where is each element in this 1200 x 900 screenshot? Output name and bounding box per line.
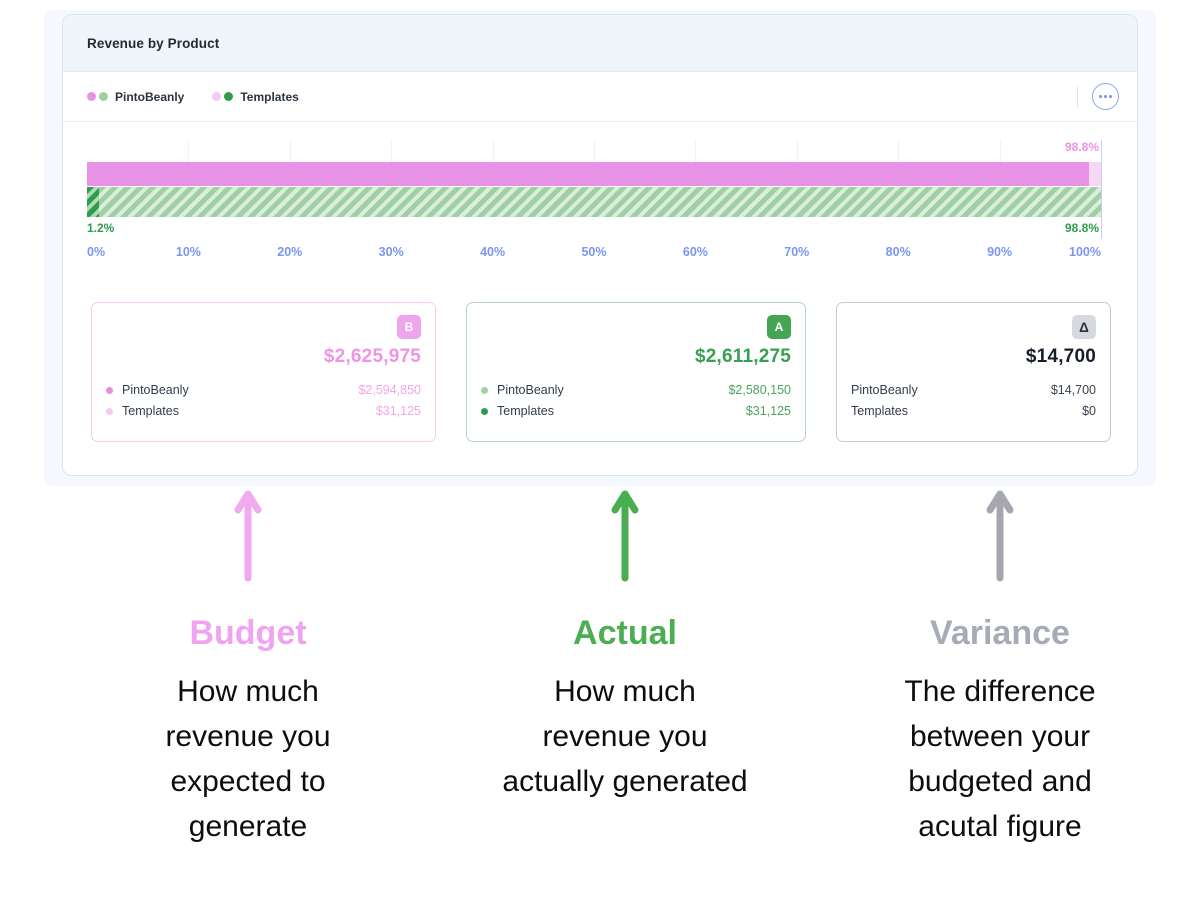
variance-annotation-description: The difference between your budgeted and…: [904, 675, 1096, 843]
revenue-by-product-widget: Revenue by Product PintoBeanly Templates: [62, 14, 1138, 476]
axis-tick: 70%: [784, 245, 810, 259]
actual-bar-pintobeanly-segment[interactable]: [99, 187, 1101, 217]
card-row: PintoBeanly $2,594,850: [106, 383, 421, 397]
templates-budget-dot: [106, 407, 113, 415]
budget-vs-actual-chart: 98.8% 1.2% 98.8% 0% 10% 20% 30% 40% 50% …: [87, 140, 1102, 262]
card-row: Templates $31,125: [481, 404, 791, 418]
budget-annotation-description: How much revenue you expected to generat…: [165, 675, 331, 843]
vertical-divider: [1077, 85, 1078, 108]
pintobeanly-actual-dot: [99, 92, 108, 101]
variance-annotation: Variance The difference between your bud…: [850, 486, 1150, 849]
axis-tick: 100%: [1069, 245, 1101, 259]
widget-menu-button[interactable]: [1092, 83, 1119, 110]
budget-bar-templates-segment[interactable]: [1088, 162, 1101, 186]
row-value: $2,594,850: [358, 383, 421, 397]
summary-cards: B $2,625,975 PintoBeanly $2,594,850 Temp…: [91, 302, 1137, 442]
actual-total: $2,611,275: [694, 346, 791, 367]
legend-item-pintobeanly[interactable]: PintoBeanly: [87, 90, 184, 104]
widget-header: Revenue by Product: [63, 15, 1137, 72]
actual-annotation-description: How much revenue you actually generated: [502, 675, 748, 798]
pintobeanly-color-dots: [87, 92, 108, 101]
row-label: PintoBeanly: [122, 383, 189, 397]
templates-color-dots: [212, 92, 234, 101]
row-value: $31,125: [375, 404, 421, 418]
templates-actual-dot: [224, 92, 234, 101]
budget-badge-icon: B: [397, 315, 421, 339]
legend-label: PintoBeanly: [115, 89, 185, 104]
row-label: PintoBeanly: [851, 383, 918, 397]
actual-bar: [87, 187, 1101, 217]
axis-tick: 10%: [175, 245, 201, 259]
pintobeanly-budget-dot: [106, 386, 113, 394]
axis-tick: 40%: [480, 245, 506, 259]
delta-icon: Δ: [1072, 315, 1096, 339]
actual-bar-end-percentage-label: 98.8%: [1064, 221, 1099, 235]
x-axis: 0% 10% 20% 30% 40% 50% 60% 70% 80% 90% 1…: [87, 245, 1101, 262]
widget-title: Revenue by Product: [87, 35, 220, 51]
axis-tick: 80%: [885, 245, 911, 259]
actual-bar-start-percentage-label: 1.2%: [87, 221, 115, 235]
budget-bar-percentage-label: 98.8%: [1064, 140, 1099, 154]
legend-item-templates[interactable]: Templates: [212, 89, 299, 104]
variance-annotation-heading: Variance: [930, 614, 1070, 652]
row-value: $0: [1082, 404, 1096, 418]
budget-bar-pintobeanly-segment[interactable]: [87, 162, 1089, 186]
actual-badge-icon: A: [767, 315, 791, 339]
legend-row: PintoBeanly Templates: [63, 72, 1137, 122]
axis-tick: 20%: [277, 245, 303, 259]
row-value: $2,580,150: [728, 383, 791, 397]
ellipsis-icon: [1099, 95, 1102, 98]
pintobeanly-budget-dot: [87, 92, 96, 101]
widget-actions: [1077, 83, 1119, 110]
templates-actual-dot: [481, 407, 488, 415]
actual-annotation: Actual How much revenue you actually gen…: [475, 486, 775, 804]
variance-total: $14,700: [1025, 346, 1096, 367]
actual-annotation-heading: Actual: [573, 614, 677, 652]
variance-card: Δ $14,700 PintoBeanly $14,700 Templates …: [836, 302, 1111, 442]
budget-total: $2,625,975: [323, 346, 421, 367]
row-value: $31,125: [745, 404, 791, 418]
row-label: PintoBeanly: [497, 383, 564, 397]
templates-budget-dot: [212, 92, 222, 101]
axis-tick: 30%: [378, 245, 404, 259]
row-label: Templates: [851, 404, 908, 418]
axis-tick: 90%: [987, 245, 1013, 259]
axis-tick: 60%: [682, 245, 708, 259]
card-row: Templates $31,125: [106, 404, 421, 418]
legend: PintoBeanly Templates: [87, 90, 299, 104]
card-row: PintoBeanly $2,580,150: [481, 383, 791, 397]
card-row: PintoBeanly $14,700: [851, 383, 1096, 397]
row-label: Templates: [497, 404, 554, 418]
budget-up-arrow-icon: [234, 490, 262, 582]
budget-bar: [87, 162, 1101, 186]
row-label: Templates: [122, 404, 179, 418]
variance-up-arrow-icon: [986, 490, 1014, 582]
budget-annotation: Budget How much revenue you expected to …: [98, 486, 398, 849]
actual-up-arrow-icon: [611, 490, 639, 582]
axis-tick: 0%: [87, 245, 106, 259]
row-value: $14,700: [1050, 383, 1096, 397]
actual-bar-templates-segment[interactable]: [87, 187, 100, 217]
legend-label: Templates: [240, 89, 299, 104]
budget-card: B $2,625,975 PintoBeanly $2,594,850 Temp…: [91, 302, 436, 442]
gridline-100: [1101, 140, 1102, 239]
pintobeanly-actual-dot: [481, 386, 488, 394]
actual-card: A $2,611,275 PintoBeanly $2,580,150 Temp…: [466, 302, 806, 442]
axis-tick: 50%: [581, 245, 607, 259]
card-row: Templates $0: [851, 404, 1096, 418]
budget-annotation-heading: Budget: [189, 614, 307, 652]
